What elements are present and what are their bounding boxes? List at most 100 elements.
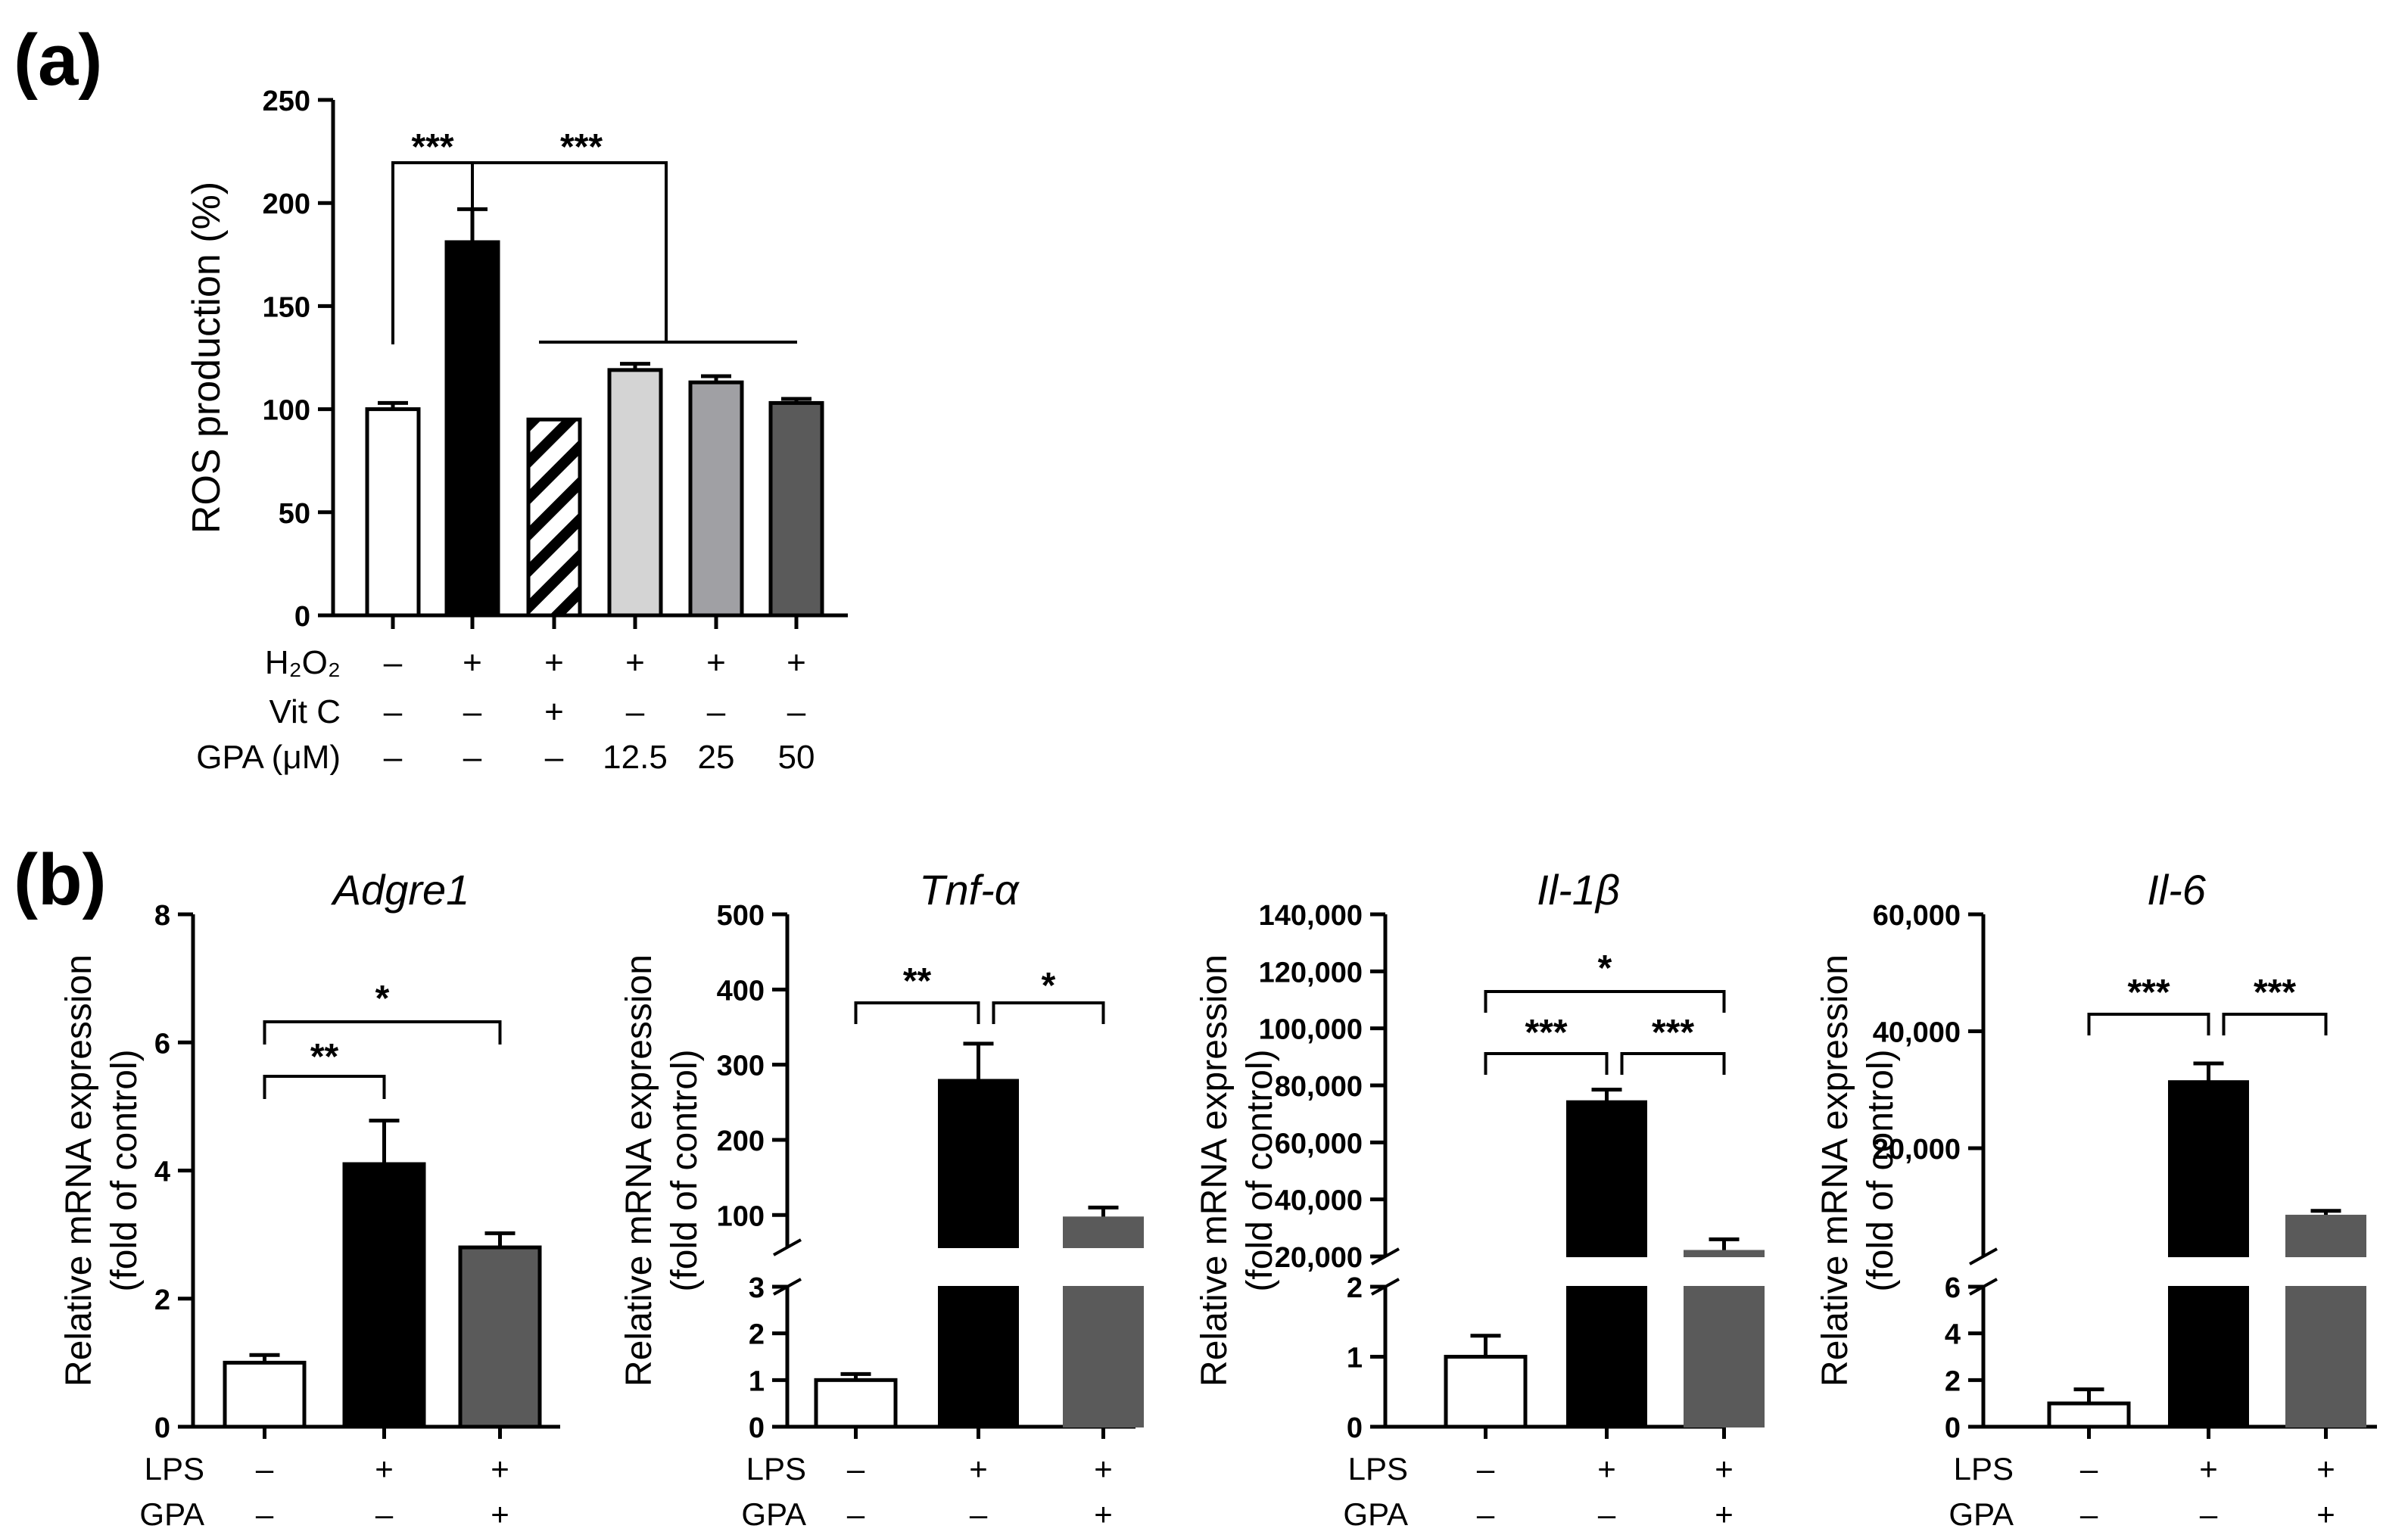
adgre1-condition-value: +: [375, 1451, 394, 1487]
adgre1-bar: [458, 1245, 542, 1429]
tnfa-bar-upper: [1063, 1216, 1144, 1248]
il1b-condition-value: +: [1715, 1496, 1734, 1532]
adgre1-sig-2-bracket: [263, 1020, 502, 1045]
tnfa-y-tick-label: 500: [717, 900, 765, 932]
il6-sig-2-bracket: [2222, 1013, 2328, 1035]
a-condition-value: 25: [698, 739, 735, 776]
tnfa-bar-lower: [938, 1286, 1019, 1427]
il6-condition-value: –: [2200, 1496, 2218, 1532]
tnfa-y-tick-label: 200: [717, 1125, 765, 1157]
a-condition-value: –: [463, 739, 482, 776]
adgre1-condition-value: –: [256, 1496, 274, 1532]
a-condition-value: –: [384, 739, 403, 776]
a-y-tick-label: 100: [263, 395, 310, 427]
adgre1-sig-2-stars: *: [375, 979, 390, 1019]
il6-y-label-line1: Relative mRNA expression: [1815, 954, 1855, 1387]
il1b-sig-1-bracket: [1484, 1052, 1609, 1075]
il6-y-tick-label: 60,000: [1873, 900, 1961, 932]
tnfa-condition-value: +: [1094, 1451, 1113, 1487]
il1b-condition-label: GPA: [1343, 1496, 1408, 1532]
tnfa-axis-break: [773, 1238, 802, 1256]
il1b-y-label-line1: Relative mRNA expression: [1195, 954, 1235, 1387]
tnfa-y-label-line1: Relative mRNA expression: [619, 954, 659, 1387]
il1b-y-tick-label: 1: [1347, 1343, 1363, 1375]
il1b-y-tick-label: 120,000: [1259, 957, 1363, 988]
a-y-tick-label: 150: [263, 291, 310, 323]
il6-condition-value: +: [2199, 1451, 2218, 1487]
il1b-condition-label: LPS: [1348, 1451, 1408, 1487]
il1b-title: Il-1β: [1537, 866, 1620, 914]
adgre1-y-label-line2: (fold of control): [104, 1049, 145, 1291]
a-condition-value: –: [707, 693, 726, 730]
il6-y-tick-label: 2: [1945, 1365, 1961, 1397]
tnfa-condition-value: –: [847, 1451, 865, 1487]
panel-label-a: (a): [14, 20, 102, 101]
a-bar: [688, 380, 744, 618]
il6-condition-value: +: [2316, 1496, 2335, 1532]
il1b-sig-3-stars: *: [1598, 948, 1612, 988]
adgre1-y-tick-label: 2: [154, 1284, 170, 1316]
il1b-bar-upper: [1684, 1250, 1765, 1258]
il6-y-tick-label: 6: [1945, 1272, 1961, 1304]
il6-condition-value: +: [2316, 1451, 2335, 1487]
il1b-y-tick-label: 60,000: [1275, 1128, 1363, 1160]
a-condition-value: 12.5: [603, 739, 668, 776]
a-condition-value: 50: [778, 739, 815, 776]
il6-y-label-line2: (fold of control): [1861, 1049, 1901, 1291]
il1b-condition-value: +: [1715, 1451, 1734, 1487]
adgre1-sig-1-bracket: [263, 1075, 386, 1099]
tnfa-y-tick-label: 2: [749, 1319, 765, 1351]
a-bar: [526, 417, 582, 618]
a-condition-value: –: [626, 693, 645, 730]
a-y-axis-label: ROS production (%): [185, 182, 229, 534]
il6-condition-value: –: [2080, 1496, 2098, 1532]
adgre1-bar: [342, 1162, 426, 1429]
tnfa-condition-label: LPS: [746, 1451, 806, 1487]
il1b-y-tick-label: 80,000: [1275, 1071, 1363, 1103]
il6-axis-break: [1969, 1247, 1998, 1266]
il1b-y-tick-label: 140,000: [1259, 900, 1363, 932]
a-condition-value: –: [787, 693, 806, 730]
a-condition-value: –: [463, 693, 482, 730]
a-y-tick-label: 0: [294, 601, 310, 633]
a-condition-value: –: [545, 739, 564, 776]
a-y-tick-label: 200: [263, 188, 310, 220]
il6-sig-2-stars: ***: [2254, 973, 2296, 1013]
a-condition-value: +: [625, 644, 645, 681]
tnfa-y-tick-label: 400: [717, 975, 765, 1007]
il6-condition-label: LPS: [1954, 1451, 2014, 1487]
a-y-tick-label: 250: [263, 86, 310, 117]
tnfa-sig-2-bracket: [992, 1001, 1105, 1024]
adgre1-y-label-line1: Relative mRNA expression: [59, 954, 99, 1387]
il1b-y-tick-label: 20,000: [1275, 1242, 1363, 1274]
il1b-sig-1-stars: ***: [1525, 1013, 1567, 1053]
a-bar: [607, 368, 663, 618]
tnfa-y-label-line2: (fold of control): [665, 1049, 705, 1291]
il1b-bar: [1444, 1355, 1528, 1429]
a-sig-1-bracket: [391, 161, 474, 344]
tnfa-y-tick-label: 100: [717, 1200, 765, 1232]
adgre1-condition-value: +: [491, 1496, 509, 1532]
tnfa-sig-2-stars: *: [1042, 966, 1056, 1006]
adgre1-bar: [223, 1360, 307, 1429]
tnfa-y-tick-label: 0: [749, 1412, 765, 1444]
a-condition-value: +: [706, 644, 726, 681]
tnfa-sig-1-bracket: [854, 1001, 980, 1024]
adgre1-condition-value: +: [491, 1451, 509, 1487]
adgre1-title: Adgre1: [331, 866, 470, 914]
a-y-tick-label: 50: [279, 498, 310, 530]
il6-sig-1-bracket: [2087, 1013, 2210, 1035]
il1b-condition-value: –: [1477, 1496, 1495, 1532]
il1b-y-tick-label: 40,000: [1275, 1185, 1363, 1217]
il6-title: Il-6: [2147, 866, 2207, 914]
adgre1-sig-1-stars: **: [310, 1037, 339, 1077]
il6-bar: [2047, 1401, 2131, 1429]
adgre1-condition-label: GPA: [139, 1496, 204, 1532]
adgre1-y-tick-label: 0: [154, 1412, 170, 1444]
a-condition-value: +: [544, 693, 564, 730]
il6-bar-lower: [2285, 1286, 2366, 1427]
tnfa-bar: [814, 1378, 898, 1429]
il6-condition-label: GPA: [1949, 1496, 2014, 1532]
il1b-y-tick-label: 0: [1347, 1412, 1363, 1444]
